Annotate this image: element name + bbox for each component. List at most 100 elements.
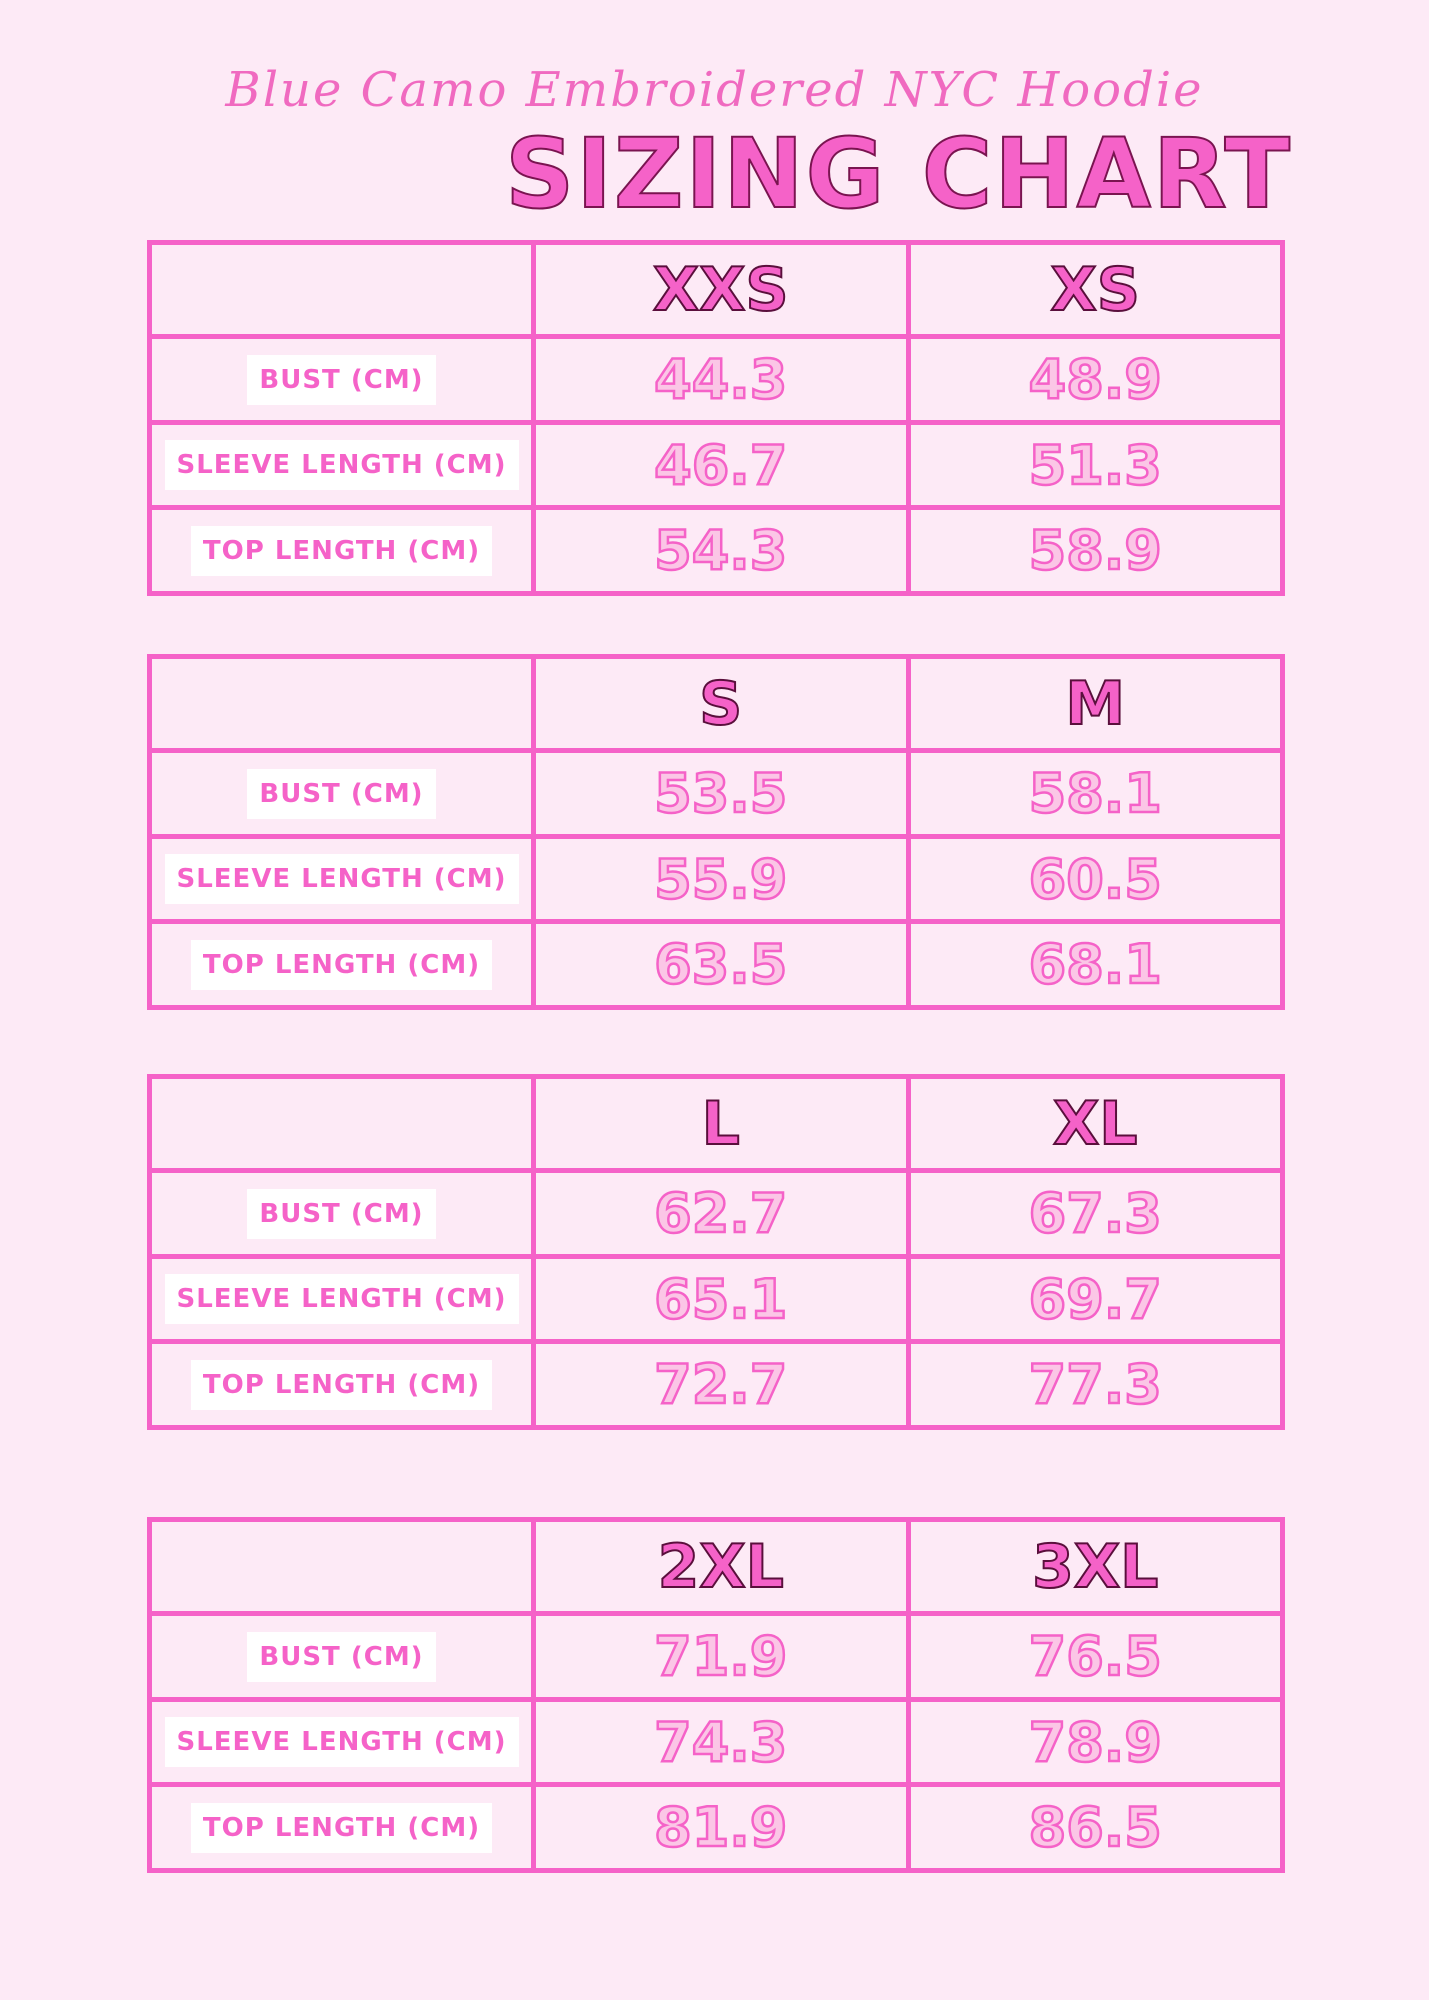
value-cell: 74.3 [531, 1696, 911, 1788]
size-header-cell: S [531, 653, 911, 754]
size-header: M [1064, 668, 1126, 740]
value-cell: 65.1 [531, 1253, 911, 1345]
header-row: L XL [147, 1073, 1285, 1174]
size-table: L XL BUST (CM) 62.7 67.3 SLEEVE LENGTH (CM) 65… [147, 1073, 1285, 1430]
label-cell: TOP LENGTH (CM) [147, 1782, 536, 1873]
value-cell: 46.7 [531, 419, 911, 511]
measure-value: 54.3 [653, 518, 789, 584]
measure-value: 74.3 [653, 1709, 789, 1775]
value-cell: 44.3 [531, 334, 911, 425]
measure-row: BUST (CM) 62.7 67.3 [147, 1168, 1285, 1259]
size-header-cell: 2XL [531, 1516, 911, 1617]
value-cell: 54.3 [531, 505, 911, 596]
measure-label: SLEEVE LENGTH (CM) [164, 1274, 519, 1325]
measure-value: 69.7 [1027, 1266, 1163, 1332]
measure-label: BUST (CM) [247, 1188, 436, 1239]
measure-row: SLEEVE LENGTH (CM) 55.9 60.5 [147, 833, 1285, 925]
value-cell: 76.5 [905, 1611, 1285, 1702]
measure-label: TOP LENGTH (CM) [190, 1802, 493, 1853]
measure-value: 63.5 [653, 932, 789, 998]
measure-value: 48.9 [1027, 347, 1163, 413]
header-row: XXS XS [147, 239, 1285, 340]
measure-label: SLEEVE LENGTH (CM) [164, 440, 519, 491]
size-header: S [698, 668, 743, 740]
measure-label: SLEEVE LENGTH (CM) [164, 1717, 519, 1768]
measure-row: TOP LENGTH (CM) 72.7 77.3 [147, 1339, 1285, 1430]
measure-value: 60.5 [1027, 846, 1163, 912]
measure-value: 58.9 [1027, 518, 1163, 584]
label-cell: SLEEVE LENGTH (CM) [147, 419, 536, 511]
measure-value: 71.9 [653, 1624, 789, 1690]
value-cell: 58.1 [905, 748, 1285, 839]
value-cell: 78.9 [905, 1696, 1285, 1788]
measure-label: BUST (CM) [247, 354, 436, 405]
measure-row: SLEEVE LENGTH (CM) 46.7 51.3 [147, 419, 1285, 511]
measure-row: TOP LENGTH (CM) 63.5 68.1 [147, 919, 1285, 1010]
header-row: 2XL 3XL [147, 1516, 1285, 1617]
measure-value: 46.7 [653, 432, 789, 498]
measure-row: TOP LENGTH (CM) 54.3 58.9 [147, 505, 1285, 596]
size-header: XXS [652, 254, 790, 326]
label-cell: BUST (CM) [147, 1611, 536, 1702]
measure-value: 58.1 [1027, 761, 1163, 827]
measure-value: 76.5 [1027, 1624, 1163, 1690]
size-header-cell: L [531, 1073, 911, 1174]
measure-value: 53.5 [653, 761, 789, 827]
size-header: 2XL [657, 1531, 785, 1603]
measure-value: 67.3 [1027, 1181, 1163, 1247]
measure-value: 51.3 [1027, 432, 1163, 498]
measure-label: TOP LENGTH (CM) [190, 1359, 493, 1410]
measure-row: BUST (CM) 53.5 58.1 [147, 748, 1285, 839]
measure-row: BUST (CM) 44.3 48.9 [147, 334, 1285, 425]
corner-cell [147, 653, 536, 754]
value-cell: 86.5 [905, 1782, 1285, 1873]
size-header-cell: XS [905, 239, 1285, 340]
measure-row: SLEEVE LENGTH (CM) 65.1 69.7 [147, 1253, 1285, 1345]
size-header-cell: M [905, 653, 1285, 754]
size-table: XXS XS BUST (CM) 44.3 48.9 SLEEVE LENGTH (CM)… [147, 239, 1285, 596]
measure-label: BUST (CM) [247, 1631, 436, 1682]
value-cell: 72.7 [531, 1339, 911, 1430]
size-header-cell: XL [905, 1073, 1285, 1174]
size-header: XS [1049, 254, 1140, 326]
measure-label: SLEEVE LENGTH (CM) [164, 854, 519, 905]
measure-value: 72.7 [653, 1352, 789, 1418]
value-cell: 67.3 [905, 1168, 1285, 1259]
measure-row: SLEEVE LENGTH (CM) 74.3 78.9 [147, 1696, 1285, 1788]
label-cell: TOP LENGTH (CM) [147, 1339, 536, 1430]
label-cell: BUST (CM) [147, 1168, 536, 1259]
measure-label: TOP LENGTH (CM) [190, 525, 493, 576]
measure-label: TOP LENGTH (CM) [190, 939, 493, 990]
label-cell: TOP LENGTH (CM) [147, 919, 536, 1010]
measure-value: 44.3 [653, 347, 789, 413]
size-header: 3XL [1031, 1531, 1159, 1603]
value-cell: 51.3 [905, 419, 1285, 511]
size-header-cell: 3XL [905, 1516, 1285, 1617]
measure-value: 65.1 [653, 1266, 789, 1332]
subtitle: Blue Camo Embroidered NYC Hoodie [225, 62, 1204, 118]
value-cell: 63.5 [531, 919, 911, 1010]
measure-value: 55.9 [653, 846, 789, 912]
label-cell: SLEEVE LENGTH (CM) [147, 1696, 536, 1788]
measure-value: 78.9 [1027, 1709, 1163, 1775]
value-cell: 55.9 [531, 833, 911, 925]
title: SIZING CHART [504, 117, 1292, 231]
measure-value: 81.9 [653, 1795, 789, 1861]
label-cell: BUST (CM) [147, 334, 536, 425]
value-cell: 69.7 [905, 1253, 1285, 1345]
value-cell: 62.7 [531, 1168, 911, 1259]
measure-value: 68.1 [1027, 932, 1163, 998]
value-cell: 48.9 [905, 334, 1285, 425]
measure-row: BUST (CM) 71.9 76.5 [147, 1611, 1285, 1702]
value-cell: 60.5 [905, 833, 1285, 925]
size-header: L [701, 1088, 741, 1160]
label-cell: TOP LENGTH (CM) [147, 505, 536, 596]
value-cell: 53.5 [531, 748, 911, 839]
corner-cell [147, 1516, 536, 1617]
label-cell: SLEEVE LENGTH (CM) [147, 833, 536, 925]
label-cell: SLEEVE LENGTH (CM) [147, 1253, 536, 1345]
measure-value: 77.3 [1027, 1352, 1163, 1418]
measure-row: TOP LENGTH (CM) 81.9 86.5 [147, 1782, 1285, 1873]
